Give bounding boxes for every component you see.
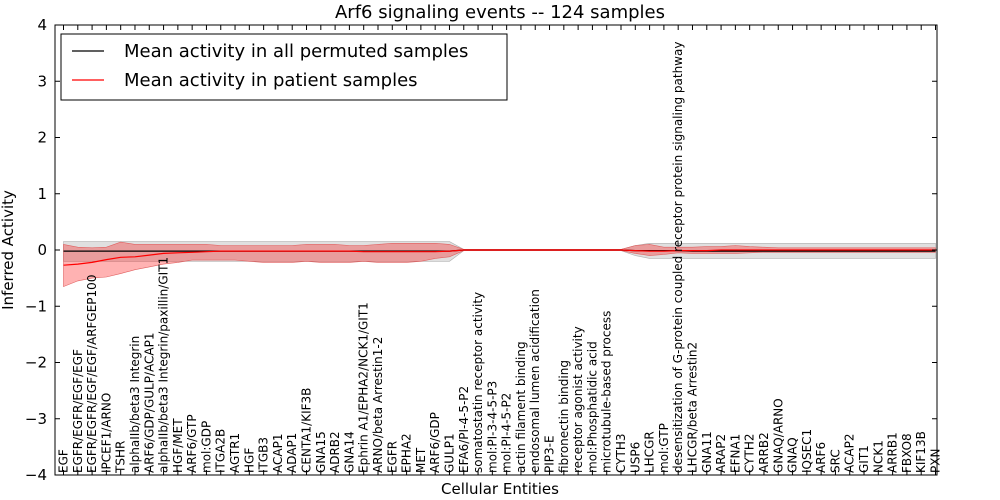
x-tick-label: CYTH2 bbox=[743, 434, 757, 474]
x-tick-label: EGFR/EGFR/EGF/EGF bbox=[71, 349, 85, 473]
x-tick-label: mol:GDP bbox=[200, 421, 214, 473]
y-tick-label: 1 bbox=[37, 185, 47, 203]
x-tick-label: mol:PI-4-5-P2 bbox=[500, 393, 514, 473]
x-tick-label: HGF/MET bbox=[171, 418, 185, 473]
x-tick-label: receptor agonist activity bbox=[571, 326, 585, 473]
x-tick-label: KIF13B bbox=[914, 431, 928, 473]
x-tick-label: microtubule-based process bbox=[600, 311, 614, 473]
y-tick-label: −2 bbox=[25, 354, 47, 372]
x-tick-label: alphaIIb/beta3 Integrin/paxillin/GIT1 bbox=[157, 257, 171, 473]
x-tick-label: GULP1 bbox=[443, 433, 457, 473]
y-tick-label: −4 bbox=[25, 466, 47, 484]
x-tick-label: ARRB2 bbox=[757, 432, 771, 473]
x-tick-label: EFA6/PI-4-5-P2 bbox=[457, 386, 471, 473]
x-tick-label: TSHR bbox=[114, 441, 128, 474]
x-tick-label: ADAP1 bbox=[285, 433, 299, 473]
series-band-1 bbox=[63, 241, 936, 288]
x-tick-label: EGF bbox=[57, 449, 71, 473]
x-tick-label: GNAQ/ARNO bbox=[771, 398, 785, 473]
x-tick-label: ARAP2 bbox=[714, 434, 728, 473]
x-tick-label: EFNA1 bbox=[728, 434, 742, 473]
x-tick-label: ARF6 bbox=[814, 442, 828, 473]
x-tick-label: GNA11 bbox=[700, 431, 714, 473]
chart-title: Arf6 signaling events -- 124 samples bbox=[335, 2, 665, 23]
x-tick-label: USP6 bbox=[628, 442, 642, 473]
x-tick-label: ARRB1 bbox=[886, 432, 900, 473]
x-tick-label: alphaIIb/beta3 Integrin bbox=[128, 336, 142, 473]
x-tick-label: fibronectin binding bbox=[557, 360, 571, 473]
x-tick-label: actin filament binding bbox=[514, 341, 528, 473]
x-tick-label: ACAP1 bbox=[271, 434, 285, 473]
x-tick-label: Ephrin A1/EPHA2/NCK1/GIT1 bbox=[357, 302, 371, 473]
x-tick-label: EGFR/EGFR/EGF/EGF/ARFGEP100 bbox=[85, 275, 99, 473]
x-axis-label: Cellular Entities bbox=[441, 480, 559, 498]
x-tick-label: ARF6/GTP bbox=[185, 414, 199, 473]
legend-label-0: Mean activity in all permuted samples bbox=[124, 41, 468, 62]
x-tick-label: mol:PI-3-4-5-P3 bbox=[485, 381, 499, 473]
x-tick-label: IQSEC1 bbox=[800, 429, 814, 473]
x-tick-label: SRC bbox=[828, 449, 842, 473]
x-tick-label: ARF6/GDP/GULP/ACAP1 bbox=[142, 333, 156, 473]
y-tick-label: −1 bbox=[25, 297, 47, 315]
x-tick-label: GIT1 bbox=[857, 445, 871, 473]
x-tick-label: CYTH3 bbox=[614, 434, 628, 474]
x-tick-label: FBXO8 bbox=[900, 433, 914, 473]
y-tick-label: 0 bbox=[37, 241, 47, 259]
x-tick-label: mol:Phosphatidic acid bbox=[585, 341, 599, 473]
x-tick-label: MET bbox=[414, 447, 428, 473]
y-tick-label: 3 bbox=[37, 72, 47, 90]
legend-box bbox=[60, 33, 508, 101]
x-tick-label: ARNO/beta Arrestin1-2 bbox=[371, 337, 385, 473]
x-tick-label: ADRB2 bbox=[328, 431, 342, 473]
x-tick-label: ITGB3 bbox=[257, 437, 271, 473]
x-tick-label: desensitization of G-protein coupled rec… bbox=[671, 42, 685, 473]
y-tick-label: 2 bbox=[37, 129, 47, 147]
x-tick-label: mol:GTP bbox=[657, 423, 671, 473]
y-tick-label: 4 bbox=[37, 16, 47, 34]
legend-label-1: Mean activity in patient samples bbox=[124, 70, 418, 91]
x-tick-label: endosomal lumen acidification bbox=[528, 289, 542, 473]
x-tick-label: PIP3-E bbox=[543, 435, 557, 473]
x-tick-label: GNA15 bbox=[314, 431, 328, 473]
x-tick-label: GNA14 bbox=[342, 431, 356, 473]
x-tick-label: HGF bbox=[242, 448, 256, 473]
x-tick-label: EGFR bbox=[385, 441, 399, 473]
x-tick-label: LHCGR/beta Arrestin2 bbox=[686, 342, 700, 473]
x-tick-label: GNAQ bbox=[786, 437, 800, 473]
series-line-1 bbox=[63, 249, 936, 266]
y-tick-label: −3 bbox=[25, 410, 47, 428]
legend: Mean activity in all permuted samples Mea… bbox=[60, 33, 508, 101]
x-tick-label: ITGA2B bbox=[214, 429, 228, 473]
x-tick-label: NCK1 bbox=[871, 440, 885, 473]
x-tick-label: somatostatin receptor activity bbox=[471, 292, 485, 473]
x-tick-label: CENTA1/KIF3B bbox=[300, 388, 314, 473]
x-tick-label: AGTR1 bbox=[228, 433, 242, 473]
x-tick-label: ARF6/GDP bbox=[428, 412, 442, 473]
y-axis-label: Inferred Activity bbox=[0, 190, 17, 310]
x-tick-label: PXN bbox=[929, 449, 943, 473]
x-tick-label: ACAP2 bbox=[843, 434, 857, 473]
x-tick-label: EPHA2 bbox=[400, 433, 414, 473]
x-tick-label: LHCGR bbox=[643, 431, 657, 473]
x-tick-label: IPCEF1/ARNO bbox=[99, 393, 113, 473]
